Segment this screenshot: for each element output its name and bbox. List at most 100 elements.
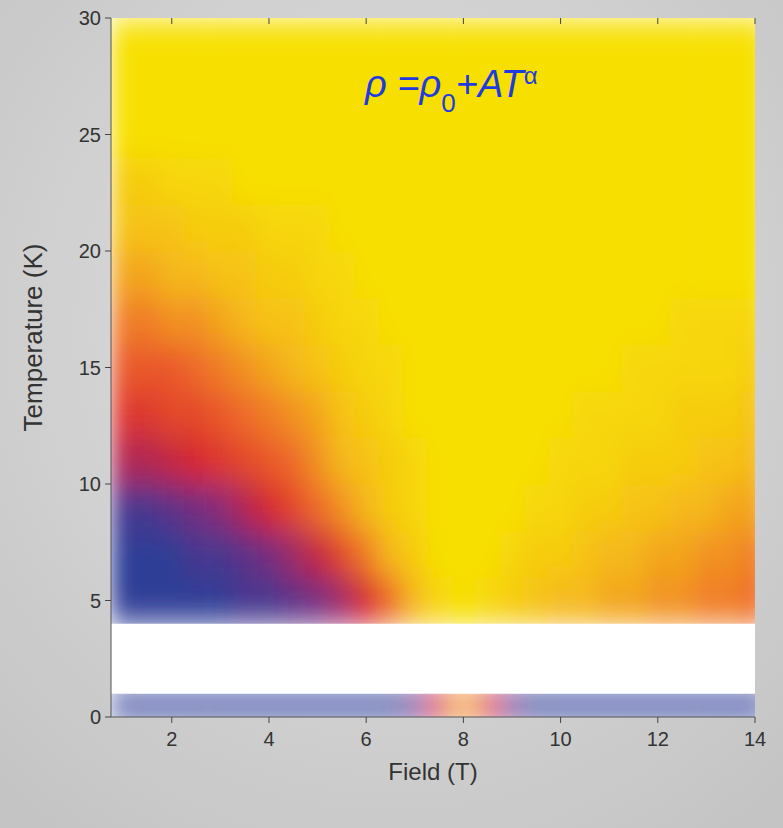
heatmap-cell: [694, 251, 719, 298]
heatmap-cell: [670, 484, 695, 531]
heatmap-cell: [305, 577, 330, 624]
heatmap-cell: [427, 251, 452, 298]
heatmap-cell: [233, 344, 258, 391]
heatmap-cell: [597, 18, 622, 65]
heatmap-cell: [354, 298, 379, 345]
heatmap-cell: [354, 694, 379, 717]
heatmap-cell: [330, 18, 355, 65]
x-tick-top: [366, 18, 367, 24]
heatmap-cell: [500, 484, 525, 531]
heatmap-cell: [233, 65, 258, 112]
heatmap-cell: [184, 437, 209, 484]
heatmap-cell: [111, 344, 136, 391]
heatmap-cell: [160, 251, 185, 298]
heatmap-cell: [524, 694, 549, 717]
heatmap-cell: [476, 391, 501, 438]
heatmap-cell: [378, 694, 403, 717]
heatmap-cell: [646, 484, 671, 531]
heatmap-cell: [451, 577, 476, 624]
heatmap-cell: [208, 437, 233, 484]
heatmap-cell: [111, 111, 136, 158]
heatmap-cell: [135, 251, 160, 298]
y-tick: [105, 251, 111, 252]
heatmap-cell: [305, 437, 330, 484]
y-tick-label: 15: [79, 357, 101, 379]
heatmap-cell: [743, 158, 755, 205]
heatmap-cell: [233, 18, 258, 65]
heatmap-cell: [111, 65, 136, 112]
heatmap-cell: [573, 204, 598, 251]
y-tick: [105, 367, 111, 368]
heatmap-cell: [451, 18, 476, 65]
heatmap-cell: [548, 531, 573, 578]
heatmap-cell: [354, 344, 379, 391]
heatmap-cell: [597, 484, 622, 531]
heatmap-cell: [257, 484, 282, 531]
heatmap-cell: [160, 344, 185, 391]
heatmap-cell: [403, 251, 428, 298]
heatmap-cell: [670, 437, 695, 484]
heatmap-cell: [573, 344, 598, 391]
heatmap-cell: [354, 158, 379, 205]
heatmap-cell: [160, 437, 185, 484]
heatmap-cell: [743, 18, 755, 65]
heatmap-cell: [111, 298, 136, 345]
heatmap-cell: [646, 694, 671, 717]
heatmap-cell: [476, 18, 501, 65]
heatmap-cell: [305, 251, 330, 298]
heatmap-cell: [646, 204, 671, 251]
heatmap-cell: [573, 111, 598, 158]
heatmap-cell: [646, 111, 671, 158]
heatmap-cell: [135, 344, 160, 391]
y-tick-label: 20: [79, 240, 101, 262]
heatmap-cell: [476, 484, 501, 531]
heatmap-cell: [233, 484, 258, 531]
heatmap-cell: [670, 344, 695, 391]
heatmap-cell: [743, 344, 755, 391]
heatmap-cell: [233, 298, 258, 345]
heatmap-cell: [476, 251, 501, 298]
heatmap-cell: [719, 577, 744, 624]
heatmap-cell: [427, 577, 452, 624]
heatmap-cell: [281, 391, 306, 438]
heatmap-cell: [743, 577, 755, 624]
heatmap-cell: [305, 204, 330, 251]
heatmap-cell: [135, 694, 160, 717]
heatmap-cell: [111, 18, 136, 65]
heatmap-cell: [403, 158, 428, 205]
heatmap-cell: [184, 298, 209, 345]
annotation-part: α: [524, 62, 538, 89]
heatmap-cell: [160, 158, 185, 205]
heatmap-cell: [524, 298, 549, 345]
heatmap-cell: [427, 437, 452, 484]
heatmap-cell: [378, 437, 403, 484]
heatmap-cell: [184, 111, 209, 158]
heatmap-cell: [694, 577, 719, 624]
heatmap-cell: [719, 531, 744, 578]
y-tick-label: 30: [79, 7, 101, 29]
heatmap-cell: [719, 65, 744, 112]
heatmap-cell: [281, 111, 306, 158]
heatmap-cell: [743, 437, 755, 484]
heatmap-cell: [403, 344, 428, 391]
heatmap-cell: [719, 437, 744, 484]
heatmap-cell: [427, 298, 452, 345]
heatmap-cell: [476, 531, 501, 578]
chart: 2468101214051015202530Field (T)Temperatu…: [0, 0, 783, 828]
heatmap-cell: [305, 298, 330, 345]
heatmap-cell: [281, 158, 306, 205]
heatmap-cell: [378, 577, 403, 624]
x-tick-label: 4: [263, 728, 274, 750]
heatmap-cell: [548, 251, 573, 298]
heatmap-cell: [135, 204, 160, 251]
heatmap-cell: [208, 531, 233, 578]
heatmap-cell: [160, 391, 185, 438]
x-tick: [560, 717, 561, 723]
heatmap-cell: [694, 111, 719, 158]
heatmap-cell: [257, 298, 282, 345]
heatmap-cell: [670, 204, 695, 251]
heatmap-cell: [548, 158, 573, 205]
heatmap-cell: [719, 298, 744, 345]
heatmap-cell: [233, 531, 258, 578]
x-tick-label: 14: [744, 728, 766, 750]
